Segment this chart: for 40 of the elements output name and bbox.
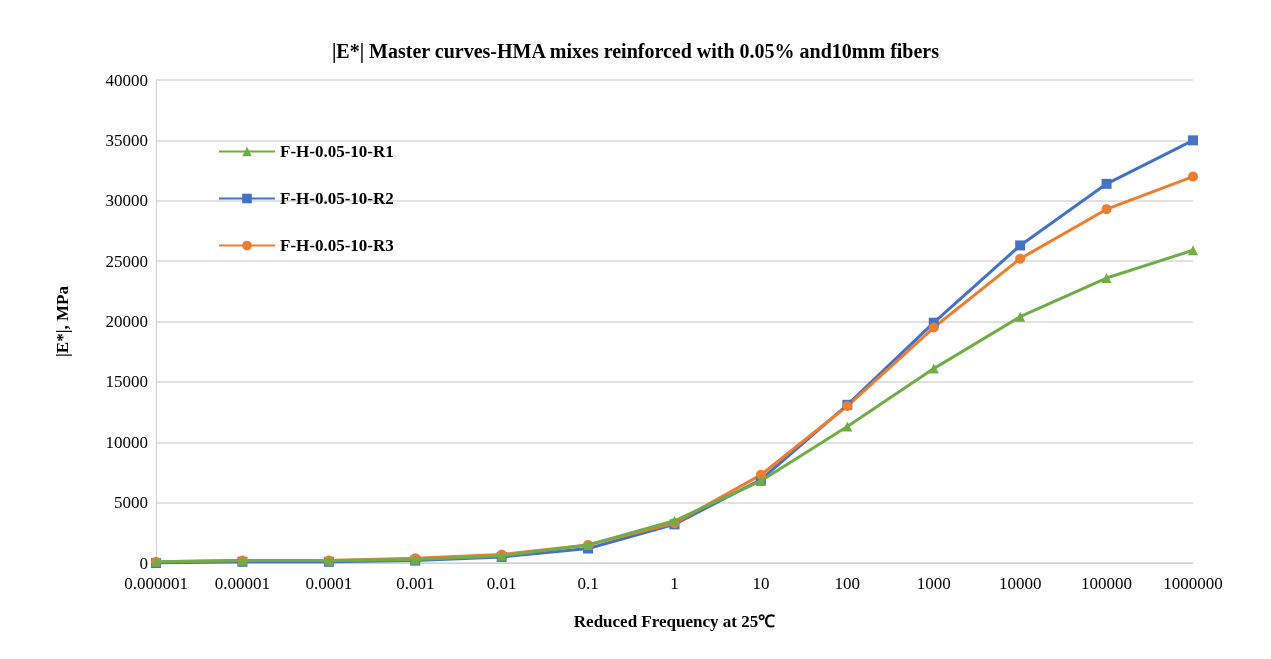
legend-label: F-H-0.05-10-R2: [280, 189, 394, 208]
legend-label: F-H-0.05-10-R3: [280, 236, 394, 255]
x-tick-label: 10000: [998, 574, 1042, 593]
x-tick-label: 100000: [1081, 574, 1133, 593]
x-tick-label: 1000000: [1163, 574, 1223, 593]
y-axis-title: |E*|, MPa: [53, 285, 72, 357]
x-tick-label: 100: [834, 574, 861, 593]
y-tick-label: 30000: [105, 191, 148, 211]
y-tick-label: 5000: [114, 493, 148, 513]
point: [1188, 245, 1198, 256]
point: [1188, 135, 1198, 146]
y-tick-label: 20000: [105, 312, 148, 331]
x-tick-label: 0.0001: [305, 574, 353, 593]
x-tick-label: 10: [752, 574, 770, 593]
x-axis-title: Reduced Frequency at 25℃: [573, 612, 776, 631]
y-tick-label: 0: [139, 553, 148, 573]
x-tick-label: 0.001: [396, 574, 435, 593]
x-tick-label: 0.00001: [214, 574, 271, 593]
y-tick-label: 40000: [105, 70, 148, 90]
x-tick-label: 1000: [916, 574, 951, 593]
y-tick-label: 10000: [105, 432, 148, 452]
y-tick-label: 35000: [105, 130, 148, 150]
point: [1101, 273, 1112, 284]
point: [928, 322, 939, 333]
point: [1101, 204, 1112, 215]
point: [1015, 240, 1026, 251]
point: [928, 363, 939, 374]
y-tick-label: 15000: [105, 372, 148, 392]
x-tick-label: 1: [670, 574, 679, 593]
x-tick-label: 0.000001: [124, 574, 188, 593]
chart-title: |E*| Master curves-HMA mixes reinforced with 0.05% and10mm fibers: [331, 40, 940, 63]
point: [1188, 171, 1198, 182]
x-tick-label: 0.1: [577, 574, 599, 593]
point: [1015, 253, 1026, 264]
point: [1101, 178, 1112, 189]
legend-label: F-H-0.05-10-R1: [280, 142, 394, 161]
x-tick-label: 0.01: [486, 574, 517, 593]
point: [842, 421, 853, 432]
y-tick-label: 25000: [105, 251, 148, 271]
point: [1015, 311, 1026, 322]
